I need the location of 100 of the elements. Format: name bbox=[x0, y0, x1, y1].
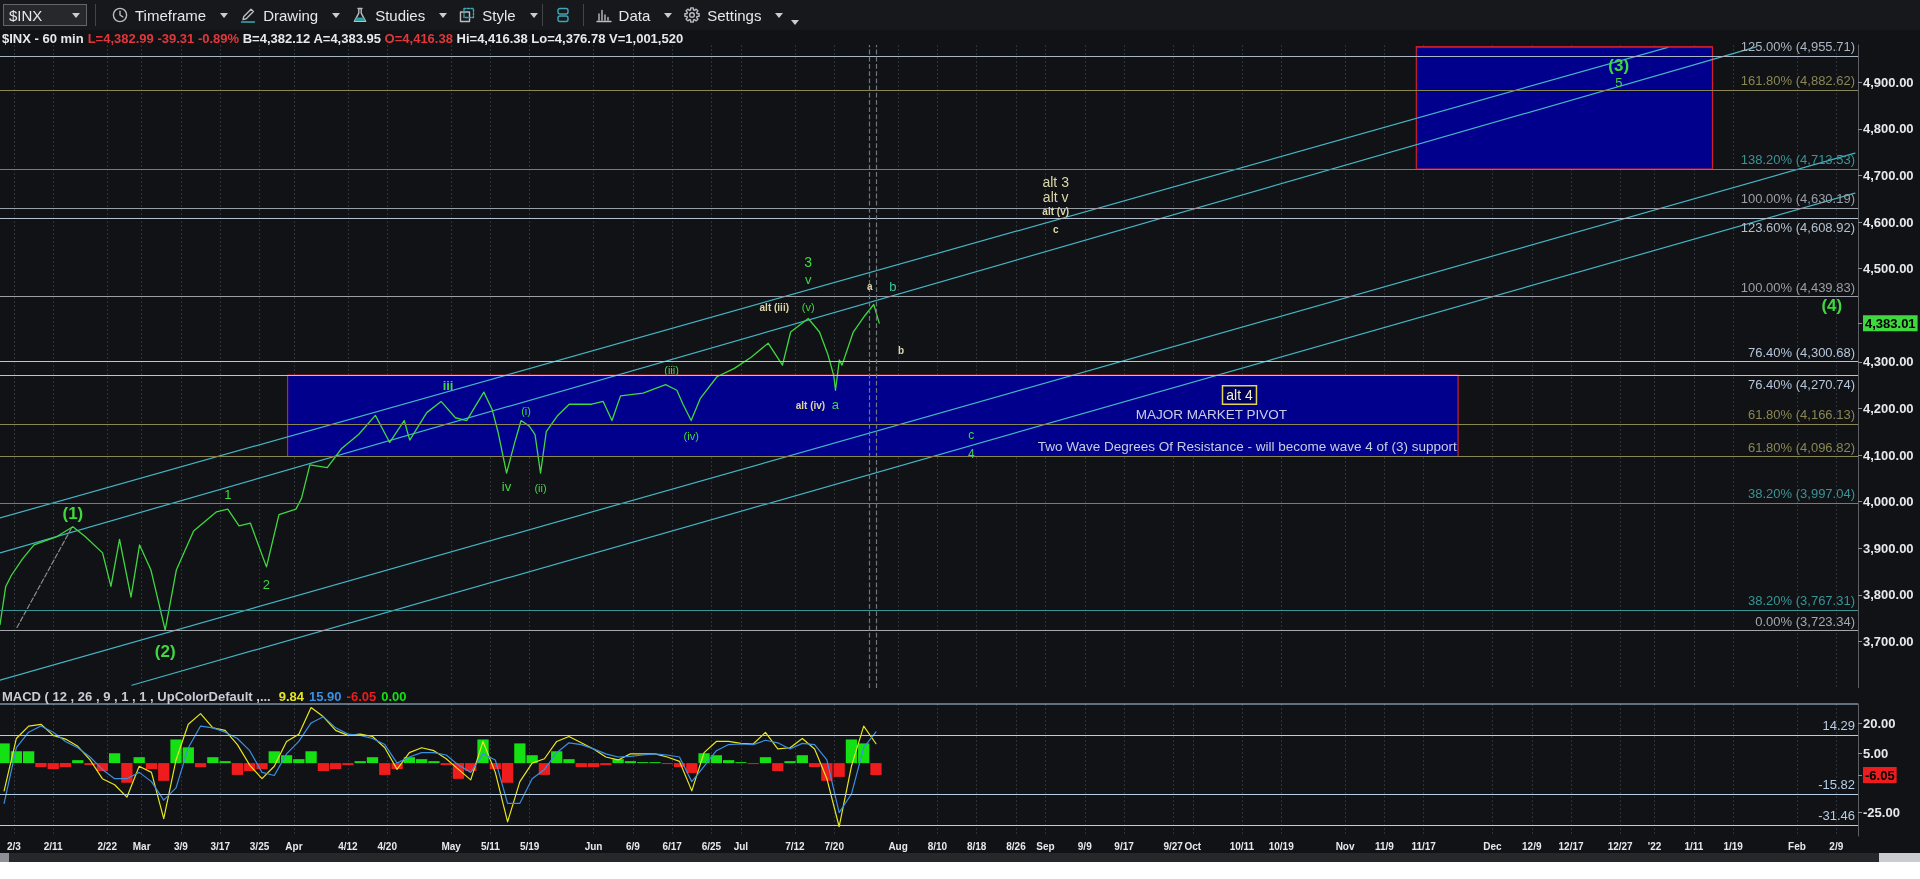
text: Timeframe bbox=[135, 6, 207, 24]
annotation: alt (iii) bbox=[759, 301, 789, 313]
x-tick-label: Nov bbox=[1335, 840, 1355, 852]
y-tick-label: 4,500.00 bbox=[1863, 261, 1914, 277]
x-tick-label: 12/9 bbox=[1522, 840, 1542, 852]
x-tick-label: Apr bbox=[285, 840, 303, 852]
y-tick-label: 4,000.00 bbox=[1863, 494, 1914, 510]
y-tick-label: -6.05 bbox=[1865, 768, 1895, 784]
annotation: 2 bbox=[262, 577, 271, 593]
text: Style bbox=[482, 6, 516, 24]
ref-line-label: 123.60% (4,608.92) bbox=[1740, 219, 1855, 235]
x-tick-label: 1/19 bbox=[1723, 840, 1744, 852]
text: Data bbox=[618, 6, 651, 24]
text: Studies bbox=[375, 6, 426, 24]
ref-line-label: 38.20% (3,767.31) bbox=[1748, 593, 1855, 609]
annotation: alt 3 bbox=[1042, 173, 1070, 190]
x-tick-label: 9/9 bbox=[1077, 840, 1093, 852]
annotation: 3 bbox=[804, 253, 813, 270]
x-tick-label: 9/27 bbox=[1163, 840, 1184, 852]
x-tick-label: 5/19 bbox=[519, 840, 540, 852]
ref-line-label: 76.40% (4,300.68) bbox=[1748, 344, 1855, 360]
text: Drawing bbox=[263, 6, 319, 24]
x-tick-label: 10/11 bbox=[1229, 840, 1255, 852]
x-tick-label: May bbox=[441, 840, 462, 852]
text: Settings bbox=[707, 6, 762, 24]
x-tick-label: 12/27 bbox=[1607, 840, 1634, 852]
x-tick-label: 10/19 bbox=[1268, 840, 1295, 852]
annotation: c bbox=[968, 428, 975, 443]
x-tick-label: 8/10 bbox=[927, 840, 948, 852]
y-tick-label: 3,800.00 bbox=[1863, 587, 1914, 603]
annotation: (1) bbox=[62, 504, 84, 524]
y-tick-label: 4,383.01 bbox=[1865, 316, 1916, 332]
dropdown-field: $INX bbox=[3, 4, 87, 26]
x-tick-label: 8/18 bbox=[966, 840, 987, 852]
annotation: 15.90 bbox=[309, 689, 342, 704]
y-tick-label: 4,800.00 bbox=[1863, 121, 1914, 137]
annotation: b bbox=[889, 279, 897, 295]
x-tick-label: Jul bbox=[733, 840, 749, 852]
x-tick-label: 3/9 bbox=[173, 840, 189, 852]
x-tick-label: 2/22 bbox=[97, 840, 118, 852]
x-tick-label: 7/20 bbox=[824, 840, 845, 852]
y-tick-label: 4,100.00 bbox=[1863, 447, 1914, 463]
y-tick-label: 3,700.00 bbox=[1863, 633, 1914, 649]
x-tick-label: 6/17 bbox=[662, 840, 683, 852]
annotation: alt (iv) bbox=[795, 399, 826, 411]
ref-line-label: -31.46 bbox=[1818, 808, 1855, 824]
annotation: alt v bbox=[1042, 188, 1069, 205]
x-tick-label: 4/20 bbox=[377, 840, 398, 852]
chart-title: $INX - 60 min bbox=[2, 31, 84, 46]
annotation: a bbox=[831, 396, 840, 412]
annotation: Two Wave Degrees Of Resistance - will become wave 4 of (3) support bbox=[1037, 439, 1457, 455]
annotation: -6.05 bbox=[346, 689, 377, 704]
x-tick-label: 4/12 bbox=[338, 840, 359, 852]
x-tick-label: 11/17 bbox=[1411, 840, 1437, 852]
ref-line-label: 76.40% (4,270.74) bbox=[1748, 377, 1855, 393]
x-tick-label: 6/9 bbox=[625, 840, 641, 852]
x-tick-label: Oct bbox=[1184, 840, 1202, 852]
annotation: iii bbox=[442, 377, 454, 393]
ref-line-label: 61.80% (4,096.82) bbox=[1748, 439, 1855, 455]
annotation: (ii) bbox=[534, 482, 547, 495]
x-tick-label: Jun bbox=[584, 840, 603, 852]
x-tick-label: 9/17 bbox=[1114, 840, 1135, 852]
x-tick-label: Mar bbox=[132, 840, 151, 852]
annotation: (4) bbox=[1821, 296, 1843, 316]
x-tick-label: 3/25 bbox=[249, 840, 270, 852]
annotation: alt 4 bbox=[1226, 386, 1253, 403]
y-tick-label: 20.00 bbox=[1863, 716, 1896, 732]
y-tick-label: 4,600.00 bbox=[1863, 214, 1914, 230]
x-tick-label: 8/26 bbox=[1006, 840, 1027, 852]
y-tick-label: -25.00 bbox=[1863, 804, 1900, 820]
annotation: (iii) bbox=[664, 363, 679, 376]
annotation: MAJOR MARKET PIVOT bbox=[1135, 406, 1288, 422]
x-tick-label: '22 bbox=[1647, 840, 1662, 852]
ref-line-label: -15.82 bbox=[1818, 777, 1855, 793]
ref-line-label: 0.00% (3,723.34) bbox=[1755, 613, 1855, 629]
y-tick-label: 5.00 bbox=[1863, 745, 1889, 761]
ref-line-label: 38.20% (3,997.04) bbox=[1748, 486, 1855, 501]
y-tick-label: 4,300.00 bbox=[1863, 354, 1914, 370]
x-tick-label: Feb bbox=[1788, 840, 1806, 852]
x-tick-label: 5/11 bbox=[480, 840, 501, 852]
ref-line-label: 61.80% (4,166.13) bbox=[1748, 407, 1855, 423]
x-tick-label: Aug bbox=[888, 840, 908, 852]
annotation: a bbox=[866, 281, 873, 293]
x-tick-label: 2/3 bbox=[6, 840, 22, 852]
x-tick-label: 12/17 bbox=[1558, 840, 1584, 852]
x-tick-label: 6/25 bbox=[701, 840, 722, 852]
y-tick-label: 4,900.00 bbox=[1863, 74, 1914, 90]
x-tick-label: Dec bbox=[1483, 840, 1503, 852]
annotation: (v) bbox=[801, 300, 815, 313]
ref-line-label: 161.80% (4,882.62) bbox=[1740, 73, 1855, 89]
x-tick-label: 3/17 bbox=[210, 840, 231, 852]
annotation: (2) bbox=[154, 641, 176, 661]
x-tick-label: 2/9 bbox=[1829, 840, 1844, 852]
y-tick-label: 3,900.00 bbox=[1863, 540, 1914, 556]
annotation: c bbox=[1052, 224, 1059, 236]
x-tick-label: 11/9 bbox=[1374, 840, 1395, 852]
annotation: 1 bbox=[224, 486, 232, 502]
ref-line-label: 14.29 bbox=[1822, 717, 1855, 733]
x-tick-label: Sep bbox=[1036, 840, 1055, 852]
annotation: alt (v) bbox=[1042, 206, 1070, 218]
